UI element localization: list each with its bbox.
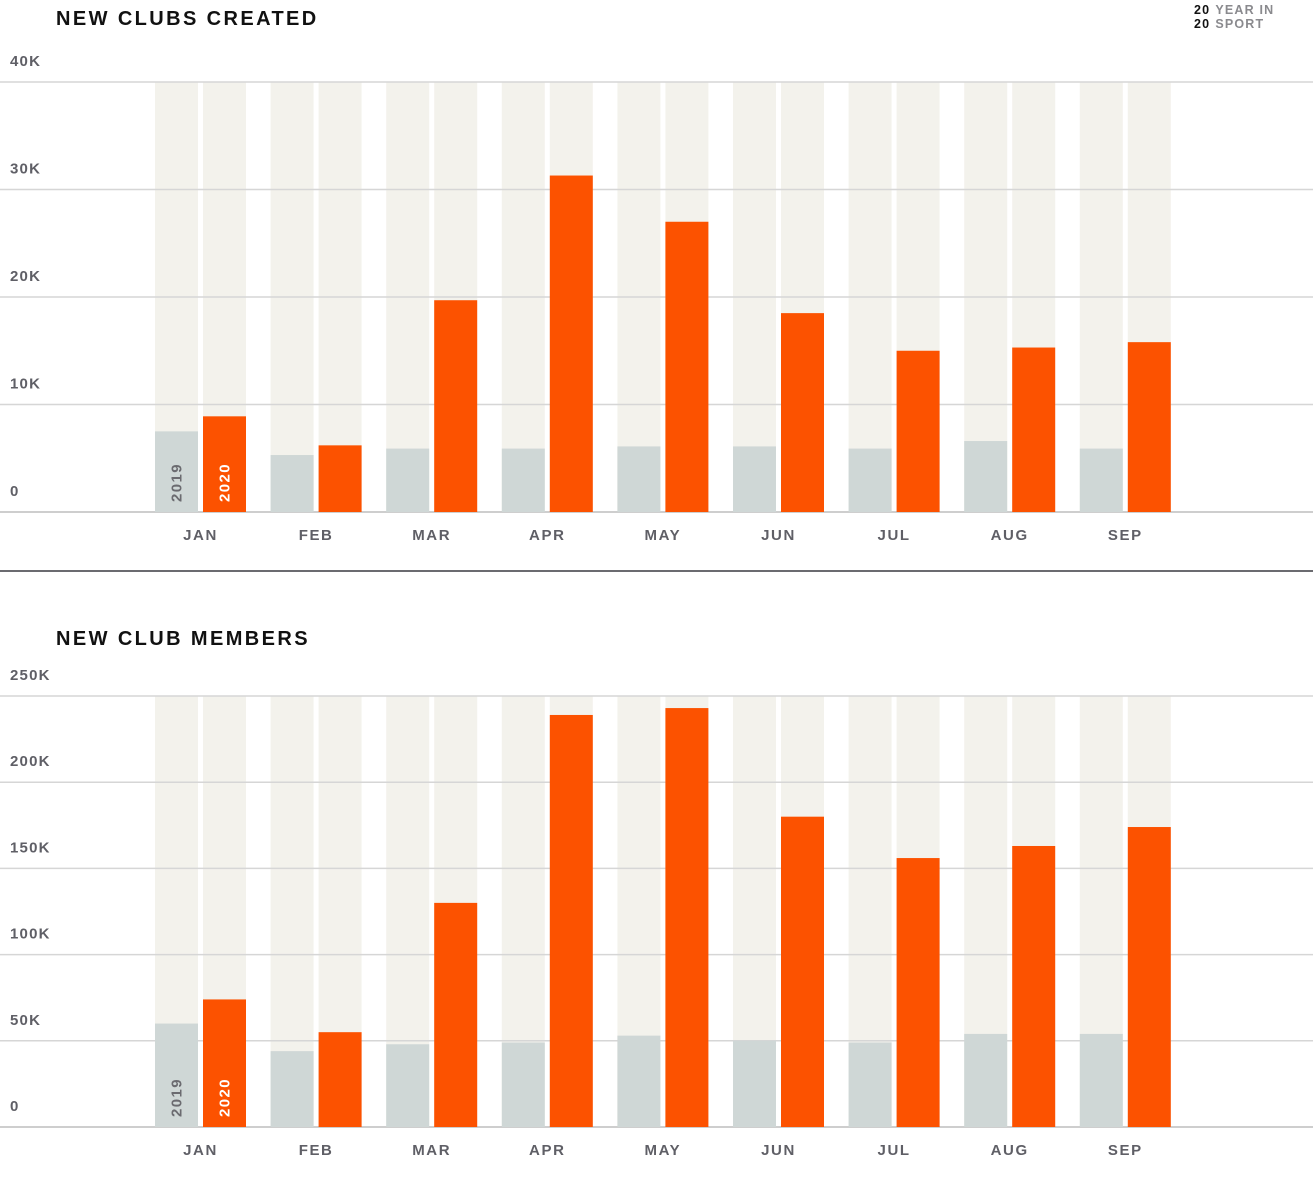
x-tick-label-jun: JUN — [761, 1142, 796, 1159]
x-tick-label-feb: FEB — [299, 527, 334, 544]
chart-title-club-members: NEW CLUB MEMBERS — [56, 628, 310, 650]
x-tick-label-apr: APR — [529, 527, 565, 544]
bar-jan-2020 — [203, 999, 246, 1127]
bar-may-2019 — [617, 1035, 661, 1127]
x-tick-label-may: MAY — [645, 527, 682, 544]
bar-jan-2020 — [203, 416, 246, 512]
bar-feb-2019 — [270, 1051, 314, 1127]
bar-may-2020 — [665, 221, 709, 512]
bar-sep-2020 — [1127, 827, 1171, 1127]
bar-jan-2019 — [155, 431, 198, 512]
bar-apr-2019 — [501, 448, 545, 512]
y-tick-label: 30K — [10, 161, 41, 178]
bar-may-2020 — [665, 708, 709, 1127]
x-tick-label-jan: JAN — [183, 527, 218, 544]
bar-aug-2019 — [964, 441, 1008, 512]
bar-sep-2019 — [1079, 448, 1123, 512]
bar-mar-2020 — [434, 902, 478, 1127]
x-tick-label-sep: SEP — [1108, 1142, 1143, 1159]
bar-feb-2020 — [318, 1032, 362, 1127]
bar-aug-2020 — [1012, 845, 1056, 1127]
chart-title-clubs-created: NEW CLUBS CREATED — [56, 8, 319, 30]
bar-jun-2019 — [733, 1040, 776, 1127]
x-tick-label-sep: SEP — [1108, 527, 1143, 544]
y-tick-label: 0 — [10, 483, 20, 500]
bar-mar-2019 — [386, 1044, 430, 1127]
bar-jan-2019 — [155, 1023, 198, 1127]
logo-year-top: 20 — [1194, 3, 1211, 17]
y-tick-label: 150K — [10, 839, 51, 856]
bar-mar-2019 — [386, 448, 430, 512]
bar-apr-2019 — [501, 1042, 545, 1127]
bar-apr-2020 — [549, 175, 593, 512]
x-tick-label-apr: APR — [529, 1142, 565, 1159]
x-tick-label-feb: FEB — [299, 1142, 334, 1159]
section-divider — [0, 570, 1313, 572]
y-tick-label: 50K — [10, 1012, 41, 1029]
logo-year-bottom: 20 — [1194, 17, 1211, 31]
bar-year-label-2020: 2020 — [217, 1078, 234, 1117]
logo-text-top: YEAR IN — [1215, 3, 1275, 17]
y-tick-label: 200K — [10, 753, 51, 770]
x-tick-label-jul: JUL — [878, 1142, 911, 1159]
bar-jul-2019 — [848, 1042, 892, 1127]
y-tick-label: 250K — [10, 667, 51, 684]
club-members-bar-chart: 0 50K 100K 150K 200K 250K JAN FEB MAR APR MAY JUN JU… — [0, 667, 1313, 1159]
logo-text-bottom: SPORT — [1215, 17, 1265, 31]
bar-jul-2019 — [848, 448, 892, 512]
x-tick-label-jan: JAN — [183, 1142, 218, 1159]
bar-aug-2019 — [964, 1033, 1008, 1127]
x-tick-label-aug: AUG — [991, 527, 1029, 544]
x-tick-label-aug: AUG — [991, 1142, 1029, 1159]
bar-apr-2020 — [549, 714, 593, 1127]
bar-sep-2019 — [1079, 1033, 1123, 1127]
x-tick-label-jul: JUL — [878, 527, 911, 544]
bar-jul-2020 — [896, 350, 940, 512]
bar-sep-2020 — [1127, 342, 1171, 512]
bar-jun-2019 — [733, 446, 776, 512]
x-tick-label-jun: JUN — [761, 527, 796, 544]
bar-jun-2020 — [781, 816, 824, 1127]
bar-feb-2020 — [318, 445, 362, 512]
bar-may-2019 — [617, 446, 661, 512]
y-tick-label: 40K — [10, 53, 41, 70]
y-tick-label: 0 — [10, 1098, 20, 1115]
x-tick-label-mar: MAR — [412, 527, 451, 544]
y-tick-label: 20K — [10, 268, 41, 285]
y-tick-label: 100K — [10, 926, 51, 943]
x-tick-label-mar: MAR — [412, 1142, 451, 1159]
y-tick-label: 10K — [10, 376, 41, 393]
year-in-sport-logo: 20 YEAR IN 20 SPORT — [1194, 3, 1274, 31]
bar-jul-2020 — [896, 858, 940, 1127]
clubs-created-bar-chart: 0 10K 20K 30K 40K JAN FEB MAR APR MAY JUN JUL AUG SEP… — [0, 53, 1313, 544]
bar-year-label-2020: 2020 — [217, 463, 234, 502]
bar-aug-2020 — [1012, 347, 1056, 512]
x-tick-label-may: MAY — [645, 1142, 682, 1159]
bar-mar-2020 — [434, 300, 478, 512]
bar-year-label-2019: 2019 — [169, 1078, 186, 1117]
bar-jun-2020 — [781, 313, 824, 512]
bar-feb-2019 — [270, 455, 314, 512]
bar-year-label-2019: 2019 — [169, 463, 186, 502]
